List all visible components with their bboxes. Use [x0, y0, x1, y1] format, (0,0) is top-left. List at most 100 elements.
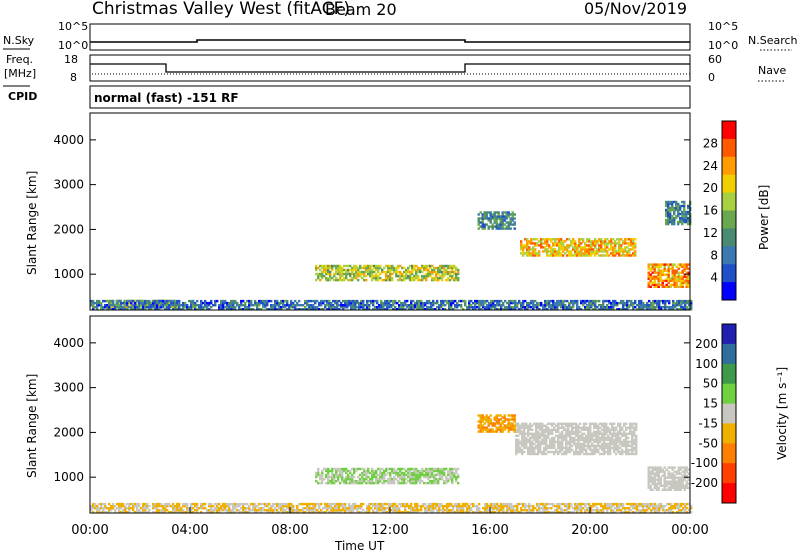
velocity-cell [430, 509, 433, 512]
velocity-cell [617, 422, 620, 425]
velocity-cell [633, 432, 636, 435]
velocity-cell [387, 479, 390, 483]
power-cell [512, 306, 515, 309]
velocity-cell [557, 434, 560, 437]
power-cell [640, 308, 643, 311]
power-cell [482, 304, 485, 307]
velocity-cell [527, 452, 530, 456]
velocity-cell [100, 507, 103, 510]
velocity-cell [619, 446, 622, 450]
velocity-cell [242, 502, 245, 506]
velocity-cell [398, 507, 401, 510]
velocity-cell [122, 509, 125, 512]
power-cell [375, 266, 378, 270]
velocity-cell [508, 509, 511, 512]
power-cell [671, 271, 674, 274]
velocity-cell [359, 477, 362, 481]
velocity-cell [491, 430, 494, 433]
power-cell [650, 306, 653, 309]
velocity-cell [629, 444, 632, 448]
velocity-cell [411, 471, 414, 475]
velocity-cell [503, 428, 506, 431]
velocity-cell [545, 426, 548, 429]
power-cell [268, 308, 271, 311]
velocity-cell [449, 477, 452, 481]
velocity-cell [609, 430, 612, 433]
velocity-cell [541, 440, 544, 444]
power-cell [366, 301, 369, 305]
power-cell [448, 306, 451, 309]
power-cell [492, 301, 495, 305]
power-cell [536, 306, 539, 309]
velocity-cell [561, 440, 564, 444]
power-cell [379, 272, 382, 276]
power-cell [679, 277, 682, 280]
velocity-cell [569, 422, 572, 425]
velocity-cell [553, 428, 556, 431]
velocity-cell [551, 430, 554, 433]
velocity-cell [587, 430, 590, 433]
velocity-cell [600, 502, 603, 506]
power-cell [502, 301, 505, 305]
velocity-cell [393, 467, 396, 471]
velocity-cell [110, 509, 113, 512]
power-cell [608, 308, 611, 311]
power-cell [487, 225, 490, 228]
power-cell [610, 252, 613, 255]
power-cell [680, 304, 683, 307]
velocity-cell [545, 442, 548, 446]
velocity-cell [647, 484, 650, 487]
power-cell [560, 244, 563, 247]
power-cell [626, 238, 629, 241]
velocity-cell [366, 507, 369, 510]
power-cell [594, 308, 597, 311]
velocity-cell [593, 430, 596, 433]
power-cell [170, 299, 173, 303]
velocity-cell [583, 422, 586, 425]
velocity-cell [395, 477, 398, 481]
power-cell [430, 304, 433, 307]
power-cell [378, 306, 381, 309]
power-cell [359, 274, 362, 278]
velocity-cell [349, 469, 352, 473]
velocity-cell [577, 442, 580, 446]
velocity-cell [555, 434, 558, 437]
velocity-cell [216, 511, 219, 514]
velocity-cell [454, 504, 457, 508]
power-cell [340, 304, 343, 307]
power-cell [484, 308, 487, 311]
power-cell [546, 252, 549, 255]
power-cell [341, 266, 344, 270]
power-cell [405, 274, 408, 278]
velocity-cell [433, 467, 436, 471]
velocity-cell [451, 481, 454, 485]
velocity-cell [352, 509, 355, 512]
velocity-cell [376, 504, 379, 508]
velocity-cell [509, 414, 512, 417]
velocity-cell [535, 452, 538, 456]
power-cell [653, 281, 656, 284]
power-cell [349, 272, 352, 276]
velocity-cell [663, 488, 666, 491]
power-cell [226, 306, 229, 309]
power-cell [120, 301, 123, 305]
power-cell [663, 269, 666, 272]
velocity-cell [92, 504, 95, 508]
velocity-cell [607, 434, 610, 437]
power-cell [671, 265, 674, 268]
velocity-cell [659, 480, 662, 483]
velocity-cell [452, 507, 455, 510]
power-cell [522, 250, 525, 253]
power-cell [494, 304, 497, 307]
power-cell [322, 308, 325, 311]
velocity-cell [575, 434, 578, 437]
power-cell [374, 308, 377, 311]
velocity-cell [375, 479, 378, 483]
power-cell [90, 301, 93, 305]
power-cell [604, 254, 607, 257]
velocity-cell [479, 416, 482, 419]
velocity-cell [553, 446, 556, 450]
velocity-cell [358, 511, 361, 514]
power-cell [681, 279, 684, 282]
power-colorbar-swatch [722, 192, 736, 211]
